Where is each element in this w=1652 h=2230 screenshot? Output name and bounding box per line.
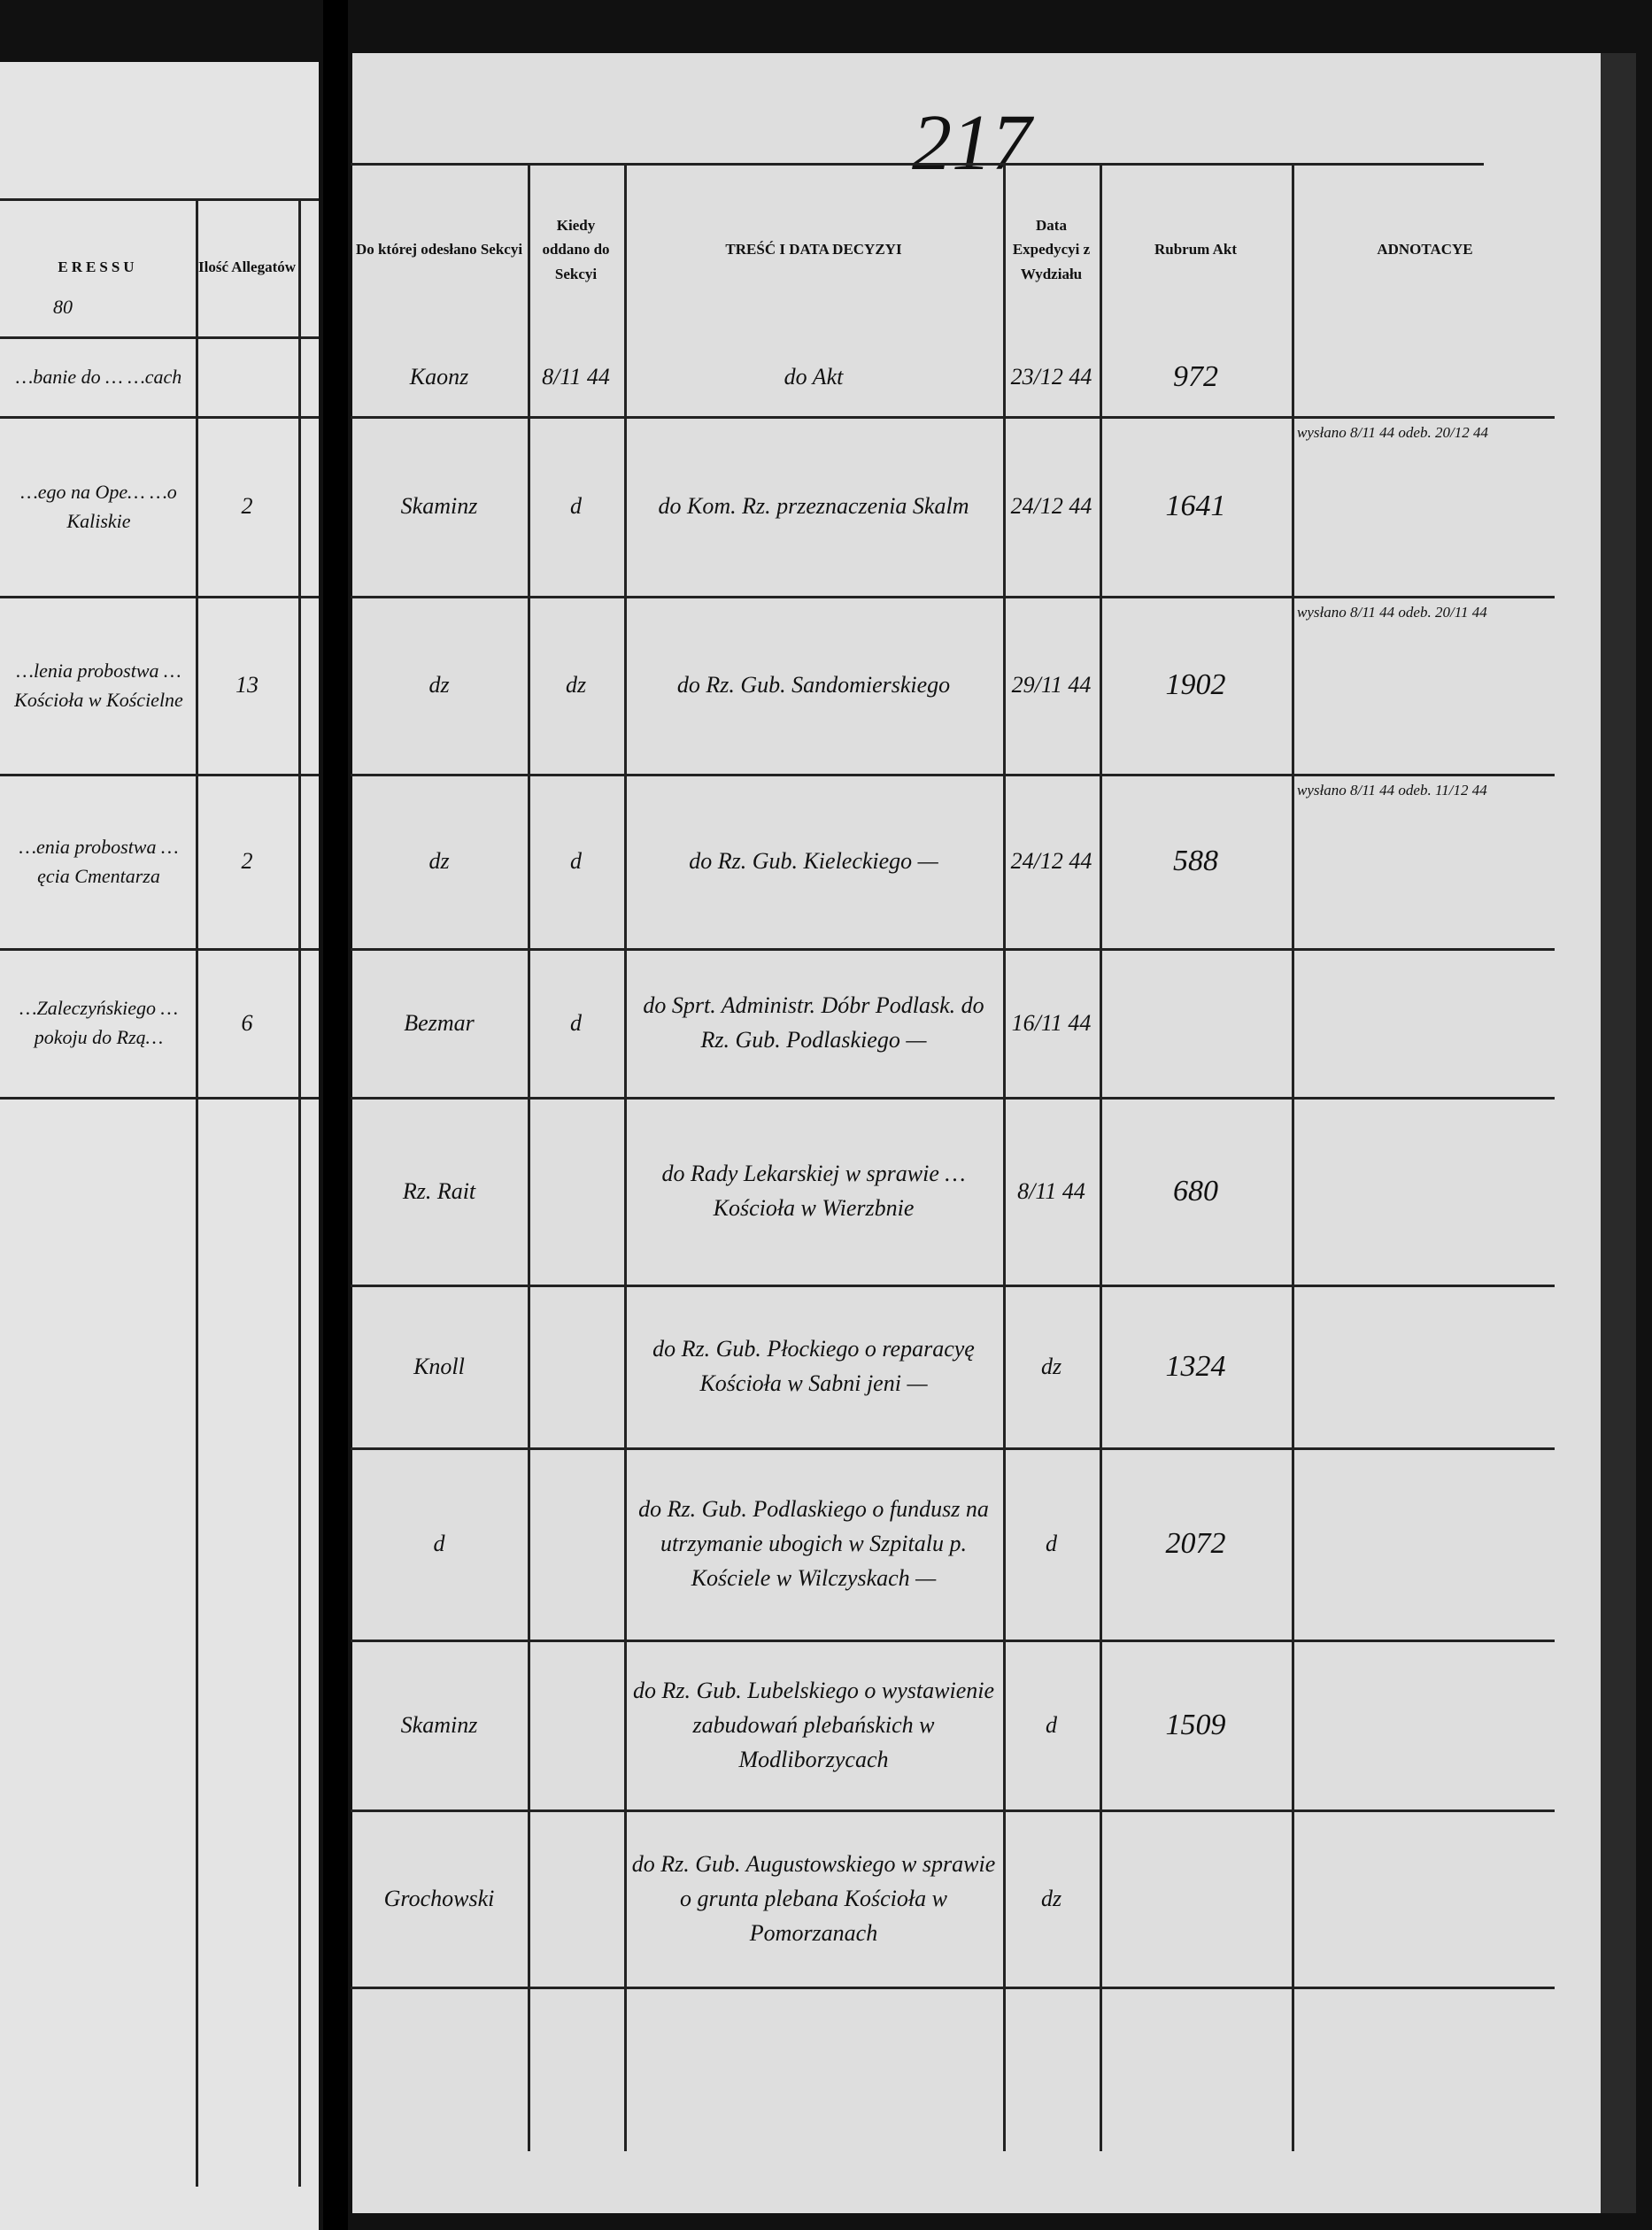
rule (528, 163, 530, 2151)
rule (0, 198, 319, 201)
cell: dz (565, 672, 587, 698)
cell: …banie do … …cach (15, 365, 182, 388)
header: Kiedy oddano do Sekcyi (542, 217, 610, 282)
cell: …Zaleczyńskiego …pokoju do Rzą… (19, 997, 179, 1048)
cell: 1902 (1165, 668, 1226, 701)
cell: 13 (235, 672, 259, 698)
header: Rubrum Akt (1154, 241, 1238, 258)
page-number: 217 (912, 99, 1031, 187)
cell: 2 (241, 848, 253, 874)
rule (1292, 163, 1294, 2151)
header: Data Expedycyi z Wydziału (1012, 217, 1091, 282)
left-page (0, 62, 319, 2230)
cell: do Akt (784, 363, 844, 390)
rule (351, 1097, 1555, 1100)
cell: 6 (241, 1009, 253, 1036)
rule (196, 198, 198, 2187)
cell: …enia probostwa …ęcia Cmentarza (19, 835, 179, 887)
cell: do Rz. Gub. Kieleckiego — (689, 848, 938, 874)
right-page (352, 53, 1636, 2213)
cell: 8/11 44 (542, 363, 610, 390)
header: ADNOTACYE (1377, 241, 1473, 258)
cell: do Rz. Gub. Podlaskiego o fundusz na utr… (638, 1496, 989, 1591)
rule (0, 774, 319, 776)
cell: 16/11 44 (1011, 1009, 1092, 1036)
cell: Skaminz (400, 493, 478, 519)
rule (351, 948, 1555, 951)
cell: do Rz. Gub. Lubelskiego o wystawienie za… (632, 1677, 994, 1772)
cell: do Kom. Rz. przeznaczenia Skalm (658, 493, 969, 519)
cell: wysłano 8/11 44 odeb. 20/12 44 (1297, 424, 1488, 441)
cell: Knoll (413, 1353, 465, 1379)
cell: d (1046, 1531, 1057, 1556)
cell: d (570, 493, 582, 519)
cell: do Rz. Gub. Płockiego o reparacyę Kościo… (652, 1336, 975, 1396)
rule (351, 1640, 1555, 1642)
rule (624, 163, 627, 2151)
cell: Grochowski (383, 1885, 495, 1911)
cell: 24/12 44 (1010, 848, 1092, 874)
cell: 2072 (1165, 1527, 1226, 1560)
cell: 24/12 44 (1010, 493, 1092, 519)
cell: do Rz. Gub. Augustowskiego w sprawie o g… (631, 1850, 996, 1946)
rule (0, 336, 319, 339)
binding (323, 0, 348, 2230)
cell: dz (428, 672, 450, 698)
header: Do której odesłano Sekcyi (355, 241, 523, 258)
cell: do Sprt. Administr. Dóbr Podlask. do Rz.… (643, 992, 984, 1053)
stamp: 80 (53, 296, 73, 318)
cell: dz (428, 848, 450, 874)
cell: wysłano 8/11 44 odeb. 11/12 44 (1297, 782, 1487, 799)
rule (351, 1447, 1555, 1450)
cell: 1509 (1165, 1708, 1226, 1741)
rule (351, 416, 1555, 419)
cell: …ego na Ope… …o Kaliskie (20, 480, 177, 532)
cell: Rz. Rait (402, 1177, 476, 1204)
rule (1100, 163, 1102, 2151)
rule (0, 416, 319, 419)
cell: 972 (1173, 359, 1218, 393)
cell: dz (1040, 1885, 1062, 1911)
cell: 8/11 44 (1017, 1177, 1085, 1204)
cell: Bezmar (404, 1009, 475, 1036)
cell: 1641 (1165, 490, 1226, 522)
cell: d (433, 1531, 445, 1556)
cell: d (570, 1009, 582, 1036)
rule (298, 198, 301, 2187)
cell: 23/12 44 (1010, 363, 1092, 390)
cell: d (570, 848, 582, 874)
cell: Skaminz (400, 1711, 478, 1738)
cell: do Rz. Gub. Sandomierskiego (676, 672, 951, 698)
rule (0, 596, 319, 598)
cell: dz (1040, 1353, 1062, 1379)
rule (0, 1097, 319, 1100)
rule (351, 1285, 1555, 1287)
rule (351, 774, 1555, 776)
cell: d (1046, 1711, 1057, 1738)
cell: 1324 (1165, 1349, 1226, 1383)
cell: Kaonz (409, 363, 469, 390)
cell: 680 (1173, 1174, 1218, 1208)
header: TREŚĆ I DATA DECYZYI (725, 241, 902, 258)
rule (351, 163, 1484, 166)
cell: 2 (241, 493, 253, 519)
header: Ilość Allegatów (197, 258, 297, 276)
rule (351, 1809, 1555, 1812)
header: ERESSU (58, 258, 138, 276)
cell: do Rady Lekarskiej w sprawie … Kościoła … (661, 1161, 966, 1221)
rule (351, 1987, 1555, 1989)
cell: 588 (1173, 845, 1218, 877)
cell: 29/11 44 (1011, 672, 1092, 698)
rule (1003, 163, 1006, 2151)
rule (351, 596, 1555, 598)
cell: wysłano 8/11 44 odeb. 20/11 44 (1297, 604, 1487, 621)
rule (0, 948, 319, 951)
cell: …lenia probostwa … Kościoła w Kościelne (14, 659, 183, 711)
